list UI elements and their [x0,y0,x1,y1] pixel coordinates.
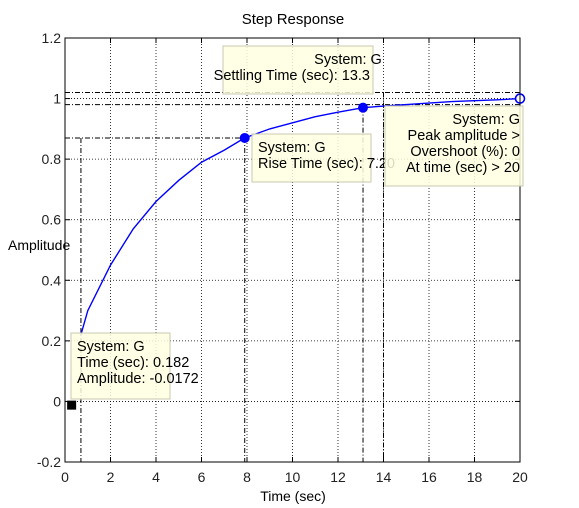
datatip-text: Amplitude: -0.0172 [77,371,199,387]
y-tick-label: 0.4 [42,272,62,288]
datatip-text: Settling Time (sec): 13.3 [214,68,370,84]
x-tick-label: 6 [198,469,206,485]
datatip-text: System: G [452,112,520,128]
x-tick-label: 0 [61,469,69,485]
x-tick-label: 8 [243,469,251,485]
datatip-box [251,133,372,183]
datatip-text: System: G [258,140,326,156]
x-tick-label: 14 [376,469,392,485]
y-tick-label: 0.8 [42,151,62,167]
x-tick-label: 16 [421,469,437,485]
x-tick-label: 20 [512,469,528,485]
y-tick-label: 0.2 [42,333,62,349]
y-tick-label: 1.2 [42,30,62,46]
datatip-box [384,105,524,187]
datatip-text: Peak amplitude > [408,128,520,144]
y-axis-label: Amplitude [8,237,70,253]
rise-marker [239,132,250,143]
chart-title: Step Response [242,11,345,28]
datatip-text: Rise Time (sec): 7.20 [258,156,395,172]
datatip-text: System: G [314,52,382,68]
series-line [80,97,521,335]
y-tick-label: -0.2 [37,454,61,470]
cursor-marker [67,400,77,410]
y-tick-label: 0.6 [42,212,62,228]
x-tick-label: 4 [152,469,160,485]
plot-frame [64,37,521,463]
settling-marker [358,102,369,113]
x-tick-label: 18 [467,469,483,485]
datatip-box [222,45,374,95]
y-tick-label: 1 [53,91,61,107]
x-axis-label: Time (sec) [260,488,326,504]
y-tick-label: 0 [53,393,61,409]
datatip-text: Time (sec): 0.182 [77,355,189,371]
x-tick-labels: 0 2 4 6 8 10 12 14 16 18 20 [61,469,528,485]
x-tick-label: 2 [107,469,115,485]
y-tick-labels: -0.2 0 0.2 0.4 0.6 0.8 1 1.2 [37,30,61,470]
x-tick-label: 12 [330,469,346,485]
datatip-text: System: G [77,339,145,355]
datatip-text: At time (sec) > 20 [406,160,520,176]
x-tick-label: 10 [285,469,301,485]
datatip-box [70,332,171,400]
datatip-text: Overshoot (%): 0 [410,144,520,160]
series-group [80,97,521,335]
